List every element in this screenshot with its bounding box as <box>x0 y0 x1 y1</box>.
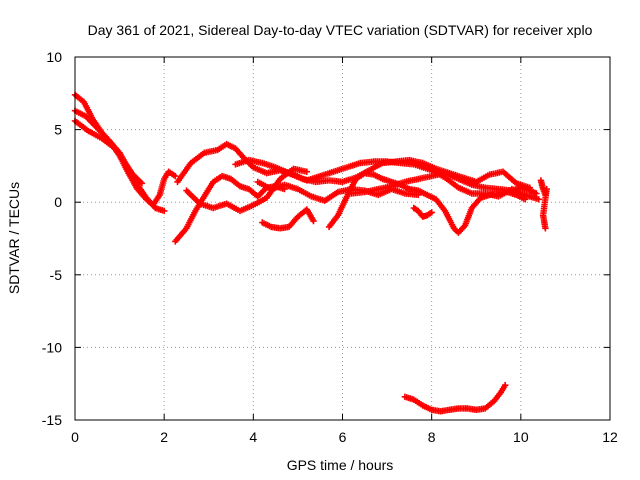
data-point <box>542 225 549 232</box>
data-point <box>522 196 529 203</box>
x-axis-label: GPS time / hours <box>287 457 394 473</box>
series-arc-c <box>71 117 146 187</box>
data-point <box>428 209 435 216</box>
y-axis-label: SDTVAR / TECUs <box>6 182 22 294</box>
series-arc-m <box>537 177 550 232</box>
data-point <box>502 382 509 389</box>
x-tick-label: 0 <box>71 429 79 445</box>
data-marks <box>71 91 550 415</box>
data-point <box>138 180 146 187</box>
x-tick-label: 2 <box>160 429 168 445</box>
y-tick-label: 10 <box>46 49 62 65</box>
y-tick-label: -5 <box>50 267 63 283</box>
x-tick-label: 12 <box>602 429 618 445</box>
x-tick-label: 10 <box>513 429 529 445</box>
data-point <box>310 217 317 225</box>
series-arc-n <box>401 382 509 415</box>
series-arc-l <box>410 204 435 220</box>
data-point <box>533 190 540 197</box>
series-arc-i <box>259 206 317 232</box>
series-arc-g <box>232 156 533 191</box>
plot-border <box>74 56 611 421</box>
x-tick-labels: 0 2 4 6 8 10 12 <box>71 429 618 445</box>
x-tick-label: 8 <box>428 429 436 445</box>
y-tick-labels: -15 -10 -5 0 5 10 <box>42 49 62 428</box>
x-tick-label: 4 <box>249 429 257 445</box>
data-point <box>161 207 168 215</box>
series-arc-k <box>348 170 540 197</box>
y-tick-label: -15 <box>42 412 62 428</box>
y-tick-label: -10 <box>42 339 62 355</box>
series-arc-j <box>325 170 529 236</box>
data-point <box>303 168 310 175</box>
x-tick-label: 6 <box>339 429 347 445</box>
y-tick-label: 5 <box>54 122 62 138</box>
data-point <box>535 196 542 203</box>
data-point <box>172 172 179 180</box>
y-tick-label: 0 <box>54 194 62 210</box>
chart-title: Day 361 of 2021, Sidereal Day-to-day VTE… <box>88 22 593 38</box>
grid-lines <box>75 57 610 420</box>
